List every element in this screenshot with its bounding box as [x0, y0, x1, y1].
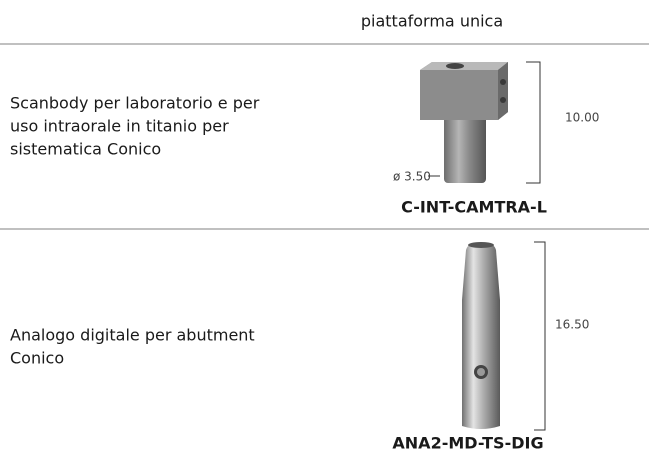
height-label: 16.50	[555, 318, 589, 332]
description-line: uso intraorale in titanio per	[10, 117, 229, 136]
description-line: sistematica Conico	[10, 140, 161, 159]
analog-image	[462, 242, 500, 429]
product-code: ANA2-MD-TS-DIG	[392, 434, 543, 453]
dimension-bracket	[534, 241, 546, 431]
height-label: 10.00	[565, 111, 599, 125]
dimension-bracket	[526, 61, 541, 184]
scanbody-image	[420, 62, 508, 183]
product-code: C-INT-CAMTRA-L	[401, 198, 547, 217]
header-title: piattaforma unica	[361, 12, 503, 31]
description-line: Scanbody per laboratorio e per	[10, 94, 260, 113]
description-line: Conico	[10, 349, 64, 368]
description-line: Analogo digitale per abutment	[10, 326, 255, 345]
diameter-label: ø 3.50	[393, 170, 431, 184]
